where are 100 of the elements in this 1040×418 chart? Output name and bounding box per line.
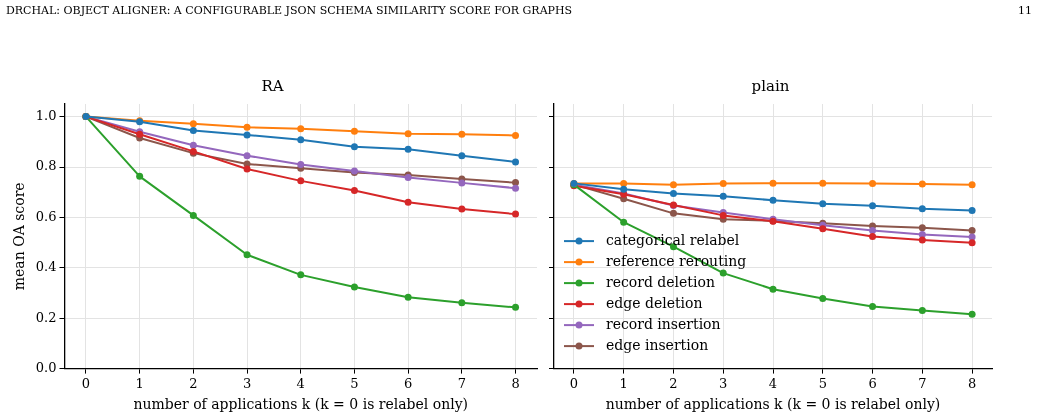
legend-label: edge insertion (606, 336, 709, 353)
point (512, 179, 520, 187)
point (620, 185, 628, 193)
x-tick-label: 8 (967, 375, 977, 391)
point (512, 158, 520, 166)
point (869, 227, 877, 234)
point (243, 165, 251, 173)
point (719, 269, 727, 277)
point (669, 181, 677, 189)
x-tick-label: 6 (403, 375, 413, 391)
point (719, 179, 727, 187)
chart-title: RA (261, 76, 284, 95)
x-tick-label: 2 (669, 375, 678, 391)
point (404, 145, 412, 153)
x-tick-label: 7 (918, 375, 927, 391)
point (458, 130, 466, 138)
y-axis-title: mean OA score (11, 182, 28, 291)
x-tick-label: 8 (511, 375, 520, 391)
y-tick-label: 0.8 (35, 158, 57, 174)
text: DRCHAL: OBJECT ALIGNER: A CONFIGURABLE JSON SCHEMA SIMILARITY SCORE FOR GRAPHS (6, 4, 573, 17)
point (404, 293, 412, 301)
point (189, 211, 197, 219)
x-tick-label: 4 (768, 375, 778, 391)
x-tick-label: 3 (719, 375, 728, 391)
point (918, 306, 926, 314)
point (136, 172, 144, 180)
point (918, 205, 926, 213)
x-tick-label: 1 (619, 375, 628, 391)
point (669, 189, 677, 197)
point (404, 198, 412, 206)
x-axis-title: number of applications k (k = 0 is relabel only) (605, 396, 941, 413)
x-tick-label: 6 (868, 375, 877, 391)
point (350, 143, 358, 151)
point (458, 205, 466, 213)
point (512, 184, 520, 192)
point (968, 181, 976, 189)
point (512, 132, 520, 139)
point (350, 283, 358, 291)
point (968, 207, 976, 215)
legend-label: record insertion (606, 315, 721, 332)
x-tick-label: 5 (350, 375, 359, 391)
point (243, 251, 251, 259)
point (350, 186, 358, 194)
point (769, 196, 777, 204)
point (243, 131, 251, 139)
chart-title: plain (751, 76, 790, 95)
point (918, 224, 926, 232)
x-tick-label: 3 (242, 375, 252, 391)
point (869, 202, 877, 210)
point (512, 303, 520, 311)
point (297, 136, 305, 144)
point (620, 179, 628, 187)
point (297, 160, 305, 168)
point (819, 200, 827, 208)
point (769, 285, 777, 293)
point (869, 233, 877, 241)
point (719, 192, 727, 200)
point (458, 152, 466, 160)
x-tick-label: 1 (135, 375, 144, 391)
point (297, 177, 305, 185)
legend-label: record deletion (606, 273, 715, 290)
point (819, 225, 827, 233)
point (819, 179, 827, 187)
point (968, 227, 976, 234)
x-tick-label: 7 (457, 375, 466, 391)
point (968, 239, 976, 247)
point (189, 126, 197, 134)
y-tick-label: 0.2 (35, 309, 57, 325)
x-tick-label: 0 (81, 375, 91, 391)
y-tick-label: 0.6 (35, 208, 57, 224)
point (869, 303, 877, 311)
point (918, 180, 926, 188)
x-tick-label: 4 (296, 375, 305, 391)
point (869, 179, 877, 187)
point (669, 209, 677, 217)
point (189, 120, 197, 128)
point (918, 236, 926, 244)
point (968, 310, 976, 318)
point (819, 295, 827, 303)
x-tick-label: 0 (569, 375, 579, 391)
point (297, 125, 305, 133)
point (404, 130, 412, 138)
point (243, 123, 251, 131)
point (769, 179, 777, 187)
x-tick-label: 2 (189, 375, 198, 391)
y-tick-label: 1.0 (35, 107, 57, 123)
point (350, 127, 358, 135)
point (189, 141, 197, 149)
y-tick-label: 0.0 (35, 359, 57, 375)
point (918, 231, 926, 239)
x-axis-title: number of applications k (k = 0 is relabel only) (133, 396, 469, 413)
point (297, 271, 305, 279)
point (458, 299, 466, 307)
point (512, 210, 520, 218)
legend-label: edge deletion (606, 294, 703, 311)
y-tick-label: 0.4 (35, 259, 57, 275)
text: 11 (1018, 4, 1032, 17)
x-tick-label: 5 (818, 375, 827, 391)
point (458, 179, 466, 187)
point (243, 152, 251, 160)
